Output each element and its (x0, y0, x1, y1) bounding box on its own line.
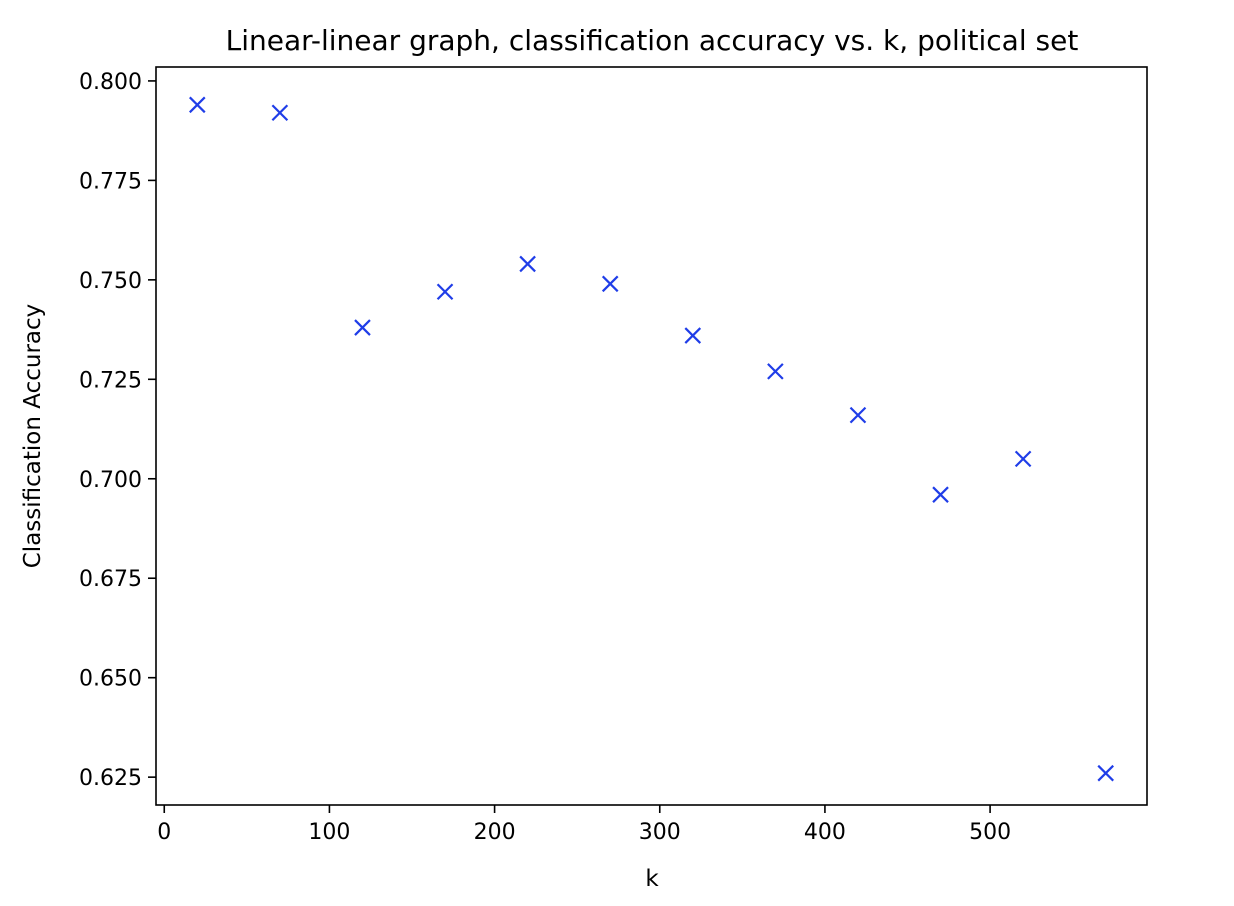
y-tick-label: 0.700 (79, 468, 142, 493)
x-tick-label: 400 (804, 820, 846, 845)
y-axis-label: Classification Accuracy (20, 304, 46, 569)
data-point (849, 406, 867, 424)
y-tick-label: 0.775 (79, 169, 142, 194)
x-tick-label: 500 (969, 820, 1011, 845)
data-point (1014, 450, 1032, 468)
data-point (271, 104, 289, 122)
data-point (932, 486, 949, 503)
y-tick-label: 0.650 (79, 667, 142, 692)
y-tick-label: 0.675 (79, 567, 142, 592)
data-point (189, 96, 206, 114)
data-point (767, 363, 784, 380)
y-axis-ticks: 0.625 0.650 0.675 0.700 0.725 0.750 0.775 0.800 (79, 70, 156, 791)
data-point (1097, 764, 1114, 782)
x-tick-label: 100 (308, 820, 350, 845)
data-point (354, 319, 371, 336)
chart-title: Linear-linear graph, classification accu… (226, 24, 1079, 57)
y-tick-label: 0.725 (79, 368, 142, 393)
data-point (684, 327, 702, 344)
y-tick-label: 0.800 (79, 70, 142, 95)
data-point (436, 283, 454, 301)
x-tick-label: 300 (639, 820, 681, 845)
y-tick-label: 0.625 (79, 766, 142, 791)
x-axis-ticks: 0 100 200 300 400 500 (157, 805, 1011, 845)
data-point (601, 275, 619, 293)
data-point (519, 255, 536, 273)
x-axis-label: k (645, 866, 659, 892)
data-points (189, 96, 1114, 782)
x-tick-label: 200 (474, 820, 516, 845)
y-tick-label: 0.750 (79, 269, 142, 294)
plot-frame (155, 66, 1148, 806)
x-tick-label: 0 (157, 820, 171, 845)
